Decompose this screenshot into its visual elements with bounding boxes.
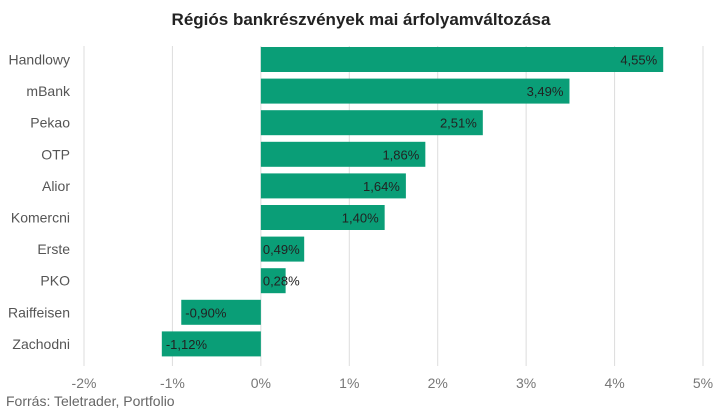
bar-data-label: -1,12%: [166, 337, 208, 352]
bar-data-label: 0,28%: [263, 274, 300, 289]
bar-data-label: 2,51%: [440, 116, 477, 131]
x-axis-tick-labels: -2% -1% 0% 1% 2% 3% 4% 5%: [72, 375, 714, 391]
bar-data-label: 1,64%: [363, 179, 400, 194]
bar: [260, 47, 664, 72]
bar-data-label: 1,40%: [342, 211, 379, 226]
bar-data-label: 1,86%: [382, 147, 419, 162]
category-label: Alior: [42, 178, 70, 194]
category-label: mBank: [26, 83, 71, 99]
bar: [161, 331, 261, 357]
bar: [260, 268, 286, 294]
source-note: Forrás: Teletrader, Portfolio: [6, 393, 175, 409]
x-tick-label: 0%: [251, 375, 271, 391]
category-label: PKO: [40, 273, 70, 289]
x-tick-label: 2%: [428, 375, 448, 391]
bar: [260, 173, 406, 199]
bar-data-label: 4,55%: [620, 53, 657, 68]
x-tick-label: 3%: [516, 375, 536, 391]
category-labels: Handlowy mBank Pekao OTP Alior Komercni Erste P…: [8, 52, 71, 352]
category-label: Handlowy: [9, 52, 70, 68]
category-label: Zachodni: [12, 336, 70, 352]
x-tick-label: 5%: [693, 375, 713, 391]
category-label: OTP: [41, 146, 70, 162]
chart-title: Régiós bankrészvények mai árfolyamváltoz…: [172, 10, 551, 29]
category-label: Erste: [37, 241, 70, 257]
x-tick-label: -2%: [72, 375, 97, 391]
bar: [181, 299, 261, 325]
bar: [260, 236, 305, 262]
bar: [260, 205, 385, 230]
bar: [260, 78, 570, 104]
bar: [260, 110, 483, 136]
bars: 4,55% 3,49% 2,51% 1,86% 1,64% 1,40% 0,49% 0,28%…: [161, 47, 664, 357]
x-tick-label: -1%: [160, 375, 185, 391]
category-label: Raiffeisen: [8, 304, 70, 320]
x-tick-label: 1%: [339, 375, 359, 391]
bar: [260, 141, 426, 167]
category-label: Komercni: [11, 210, 70, 226]
x-tick-label: 4%: [604, 375, 624, 391]
bar-data-label: 3,49%: [527, 84, 564, 99]
bar-data-label: -0,90%: [185, 305, 227, 320]
category-label: Pekao: [30, 115, 70, 131]
bar-data-label: 0,49%: [263, 242, 300, 257]
